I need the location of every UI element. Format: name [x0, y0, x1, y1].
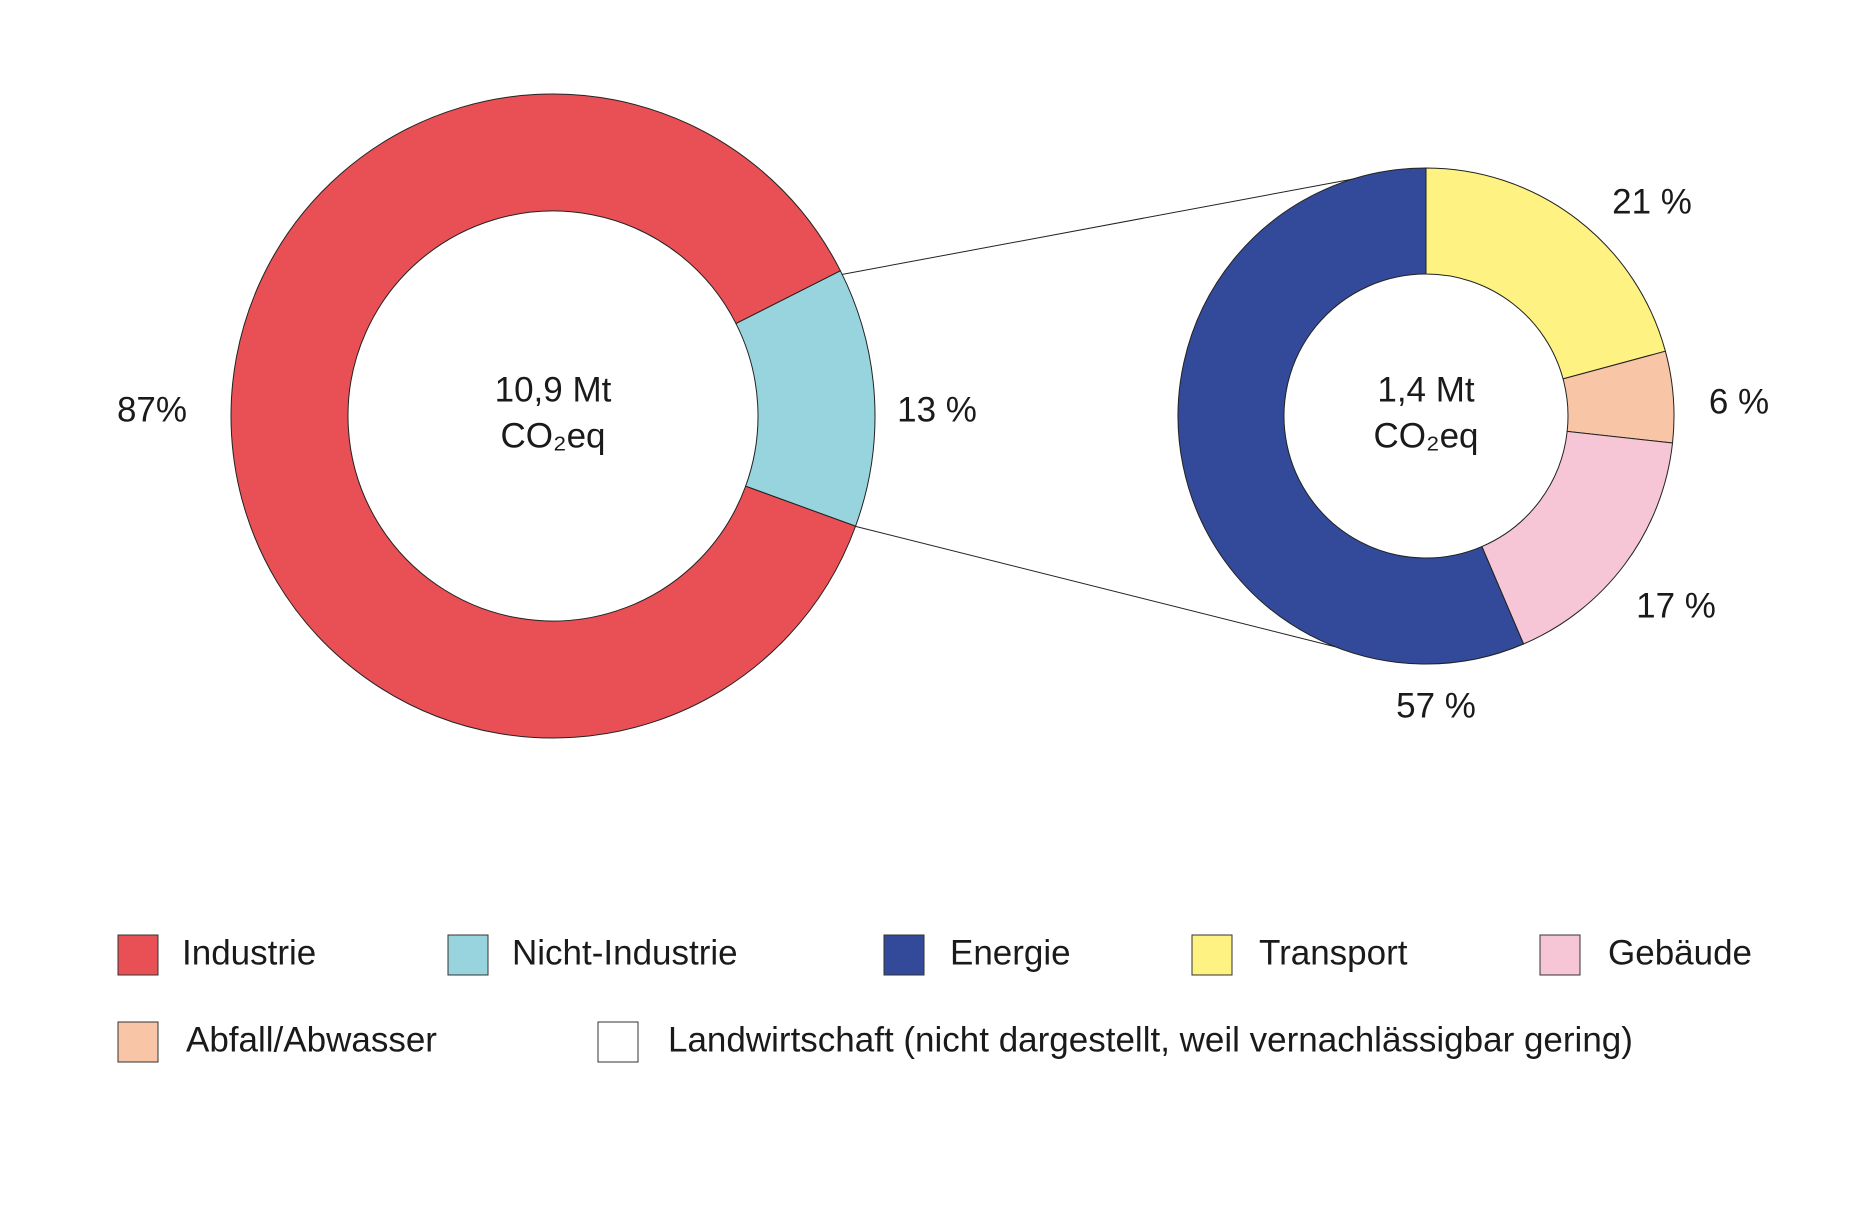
legend-label: Nicht-Industrie	[512, 933, 738, 972]
legend-label: Abfall/Abwasser	[186, 1020, 437, 1059]
zoom-line	[853, 525, 1381, 659]
value-label: 17 %	[1636, 586, 1716, 625]
legend-swatch	[597, 1021, 639, 1063]
legend-swatch	[117, 934, 159, 976]
legend-swatch	[1191, 934, 1233, 976]
donut-slice	[1425, 167, 1666, 380]
value-label: 57 %	[1396, 686, 1476, 725]
legend-swatch	[883, 934, 925, 976]
legend-swatch	[1539, 934, 1581, 976]
legend-label: Landwirtschaft (nicht dargestellt, weil …	[668, 1020, 1633, 1059]
donut-slice	[1177, 167, 1525, 665]
value-label: 6 %	[1709, 382, 1769, 421]
legend-swatch	[117, 1021, 159, 1063]
legend-label: Gebäude	[1608, 933, 1752, 972]
value-label: 87%	[117, 390, 187, 429]
legend-swatch	[447, 934, 489, 976]
value-label: 21 %	[1612, 182, 1692, 221]
center-label: 10,9 Mt	[495, 370, 612, 409]
legend-label: Industrie	[182, 933, 316, 972]
legend-label: Energie	[950, 933, 1071, 972]
donut-slice	[230, 93, 857, 739]
zoom-line	[838, 173, 1381, 276]
center-label: CO₂eq	[500, 416, 605, 455]
donut-slice	[735, 270, 876, 527]
center-label: 1,4 Mt	[1377, 370, 1475, 409]
legend-label: Transport	[1259, 933, 1408, 972]
value-label: 13 %	[897, 390, 977, 429]
center-label: CO₂eq	[1373, 416, 1478, 455]
